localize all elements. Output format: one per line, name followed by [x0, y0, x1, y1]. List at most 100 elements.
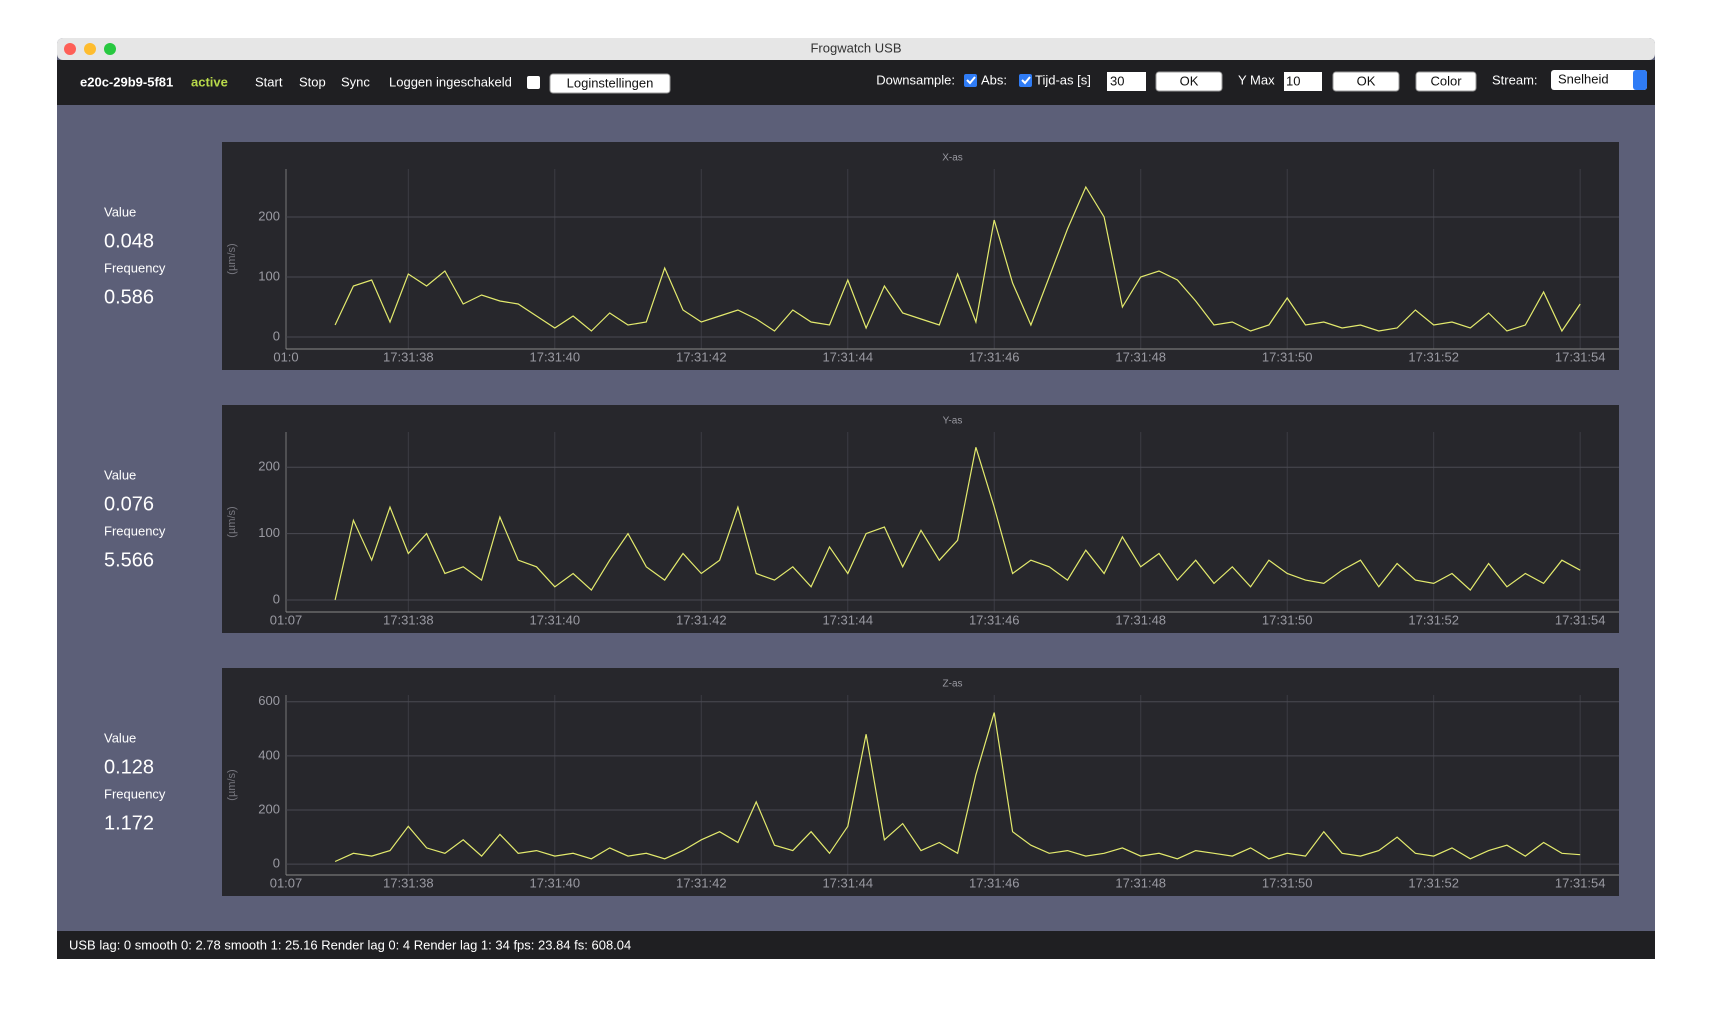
x-tick-label: 17:31:48: [1115, 612, 1166, 627]
toolbar: [57, 60, 1655, 105]
close-button[interactable]: [64, 43, 76, 55]
y-tick-label: 200: [258, 801, 280, 816]
value-label: Value: [104, 204, 136, 219]
y-tick-label: 0: [273, 328, 280, 343]
ymax-input[interactable]: [1284, 72, 1322, 91]
chart: X-as (µm/s) 01:0 17:31:38 17:31:40 17:31:42 17…: [222, 142, 1619, 370]
x-tick-label: 17:31:38: [383, 875, 434, 890]
x-tick-label: 01:07: [270, 612, 303, 627]
value-label: Value: [104, 730, 136, 745]
chart-background: [222, 142, 1619, 370]
x-tick-label: 17:31:52: [1408, 349, 1459, 364]
data-line: [334, 447, 1581, 601]
status-text: USB lag: 0 smooth 0: 2.78 smooth 1: 25.1…: [69, 937, 631, 952]
log-settings-button[interactable]: [549, 73, 671, 94]
value-label: Value: [104, 467, 136, 482]
minimize-button[interactable]: [84, 43, 96, 55]
y-tick-label: 100: [258, 525, 280, 540]
x-tick-label: 17:31:46: [969, 349, 1020, 364]
x-tick-label: 17:31:42: [676, 612, 727, 627]
y-tick-label: 0: [273, 856, 280, 871]
y-tick-label: 600: [258, 693, 280, 708]
x-tick-label: 17:31:46: [969, 612, 1020, 627]
chart-title: Y-as: [943, 416, 963, 427]
x-tick-label: 17:31:50: [1262, 612, 1313, 627]
x-tick-label: 17:31:40: [529, 612, 580, 627]
chart-title: Z-as: [943, 679, 963, 690]
value: 0.076: [104, 493, 154, 515]
ok-button[interactable]: [1332, 71, 1400, 92]
x-tick-label: 17:31:40: [529, 349, 580, 364]
time-input-value: 30: [1110, 73, 1124, 88]
frequency-label: Frequency: [104, 523, 166, 538]
window-title: Frogwatch USB: [810, 40, 901, 55]
x-tick-label: 17:31:42: [676, 875, 727, 890]
time-axis-checkbox[interactable]: [1019, 74, 1032, 87]
abs-label: Abs:: [981, 72, 1007, 87]
frequency: 5.566: [104, 549, 154, 571]
y-tick-label: 100: [258, 268, 280, 283]
x-tick-label: 17:31:52: [1408, 612, 1459, 627]
logging-label: Loggen ingeschakeld: [389, 74, 512, 89]
frequency: 1.172: [104, 812, 154, 834]
x-tick-label: 01:0: [273, 349, 298, 364]
value: 0.048: [104, 230, 154, 252]
y-axis-label: (µm/s): [226, 506, 238, 537]
x-tick-label: 17:31:46: [969, 875, 1020, 890]
start-button[interactable]: Start: [255, 74, 283, 89]
y-tick-label: 400: [258, 747, 280, 762]
chart: Z-as (µm/s) 01:07 17:31:38 17:31:40 17:31:42 1…: [222, 668, 1619, 896]
time-axis-label: Tijd-as [s]: [1035, 72, 1091, 87]
stream-select[interactable]: [1551, 70, 1647, 90]
y-tick-label: 200: [258, 459, 280, 474]
chart-background: [222, 405, 1619, 633]
check: [966, 76, 976, 85]
y-tick-label: 0: [273, 591, 280, 606]
x-tick-label: 17:31:42: [676, 349, 727, 364]
time-input[interactable]: [1107, 72, 1146, 91]
x-tick-label: 17:31:38: [383, 612, 434, 627]
select-arrow: [1633, 70, 1647, 90]
ok-label: OK: [1357, 73, 1376, 88]
zoom-button[interactable]: [104, 43, 116, 55]
chart-background: [222, 668, 1619, 896]
logging-checkbox[interactable]: [527, 76, 540, 89]
status-bar: [57, 931, 1655, 959]
x-tick-label: 17:31:54: [1555, 349, 1606, 364]
x-tick-label: 17:31:54: [1555, 875, 1606, 890]
x-tick-label: 17:31:54: [1555, 612, 1606, 627]
y-axis-label: (µm/s): [226, 769, 238, 800]
x-tick-label: 17:31:48: [1115, 875, 1166, 890]
frequency: 0.586: [104, 286, 154, 308]
x-tick-label: 17:31:44: [822, 349, 873, 364]
ok-label: OK: [1180, 73, 1199, 88]
abs-checkbox[interactable]: [964, 74, 977, 87]
ymax-input-value: 10: [1286, 73, 1300, 88]
ok-button[interactable]: [1155, 71, 1223, 92]
x-tick-label: 17:31:48: [1115, 349, 1166, 364]
x-tick-label: 17:31:44: [822, 612, 873, 627]
ymax-label: Y Max: [1238, 72, 1275, 87]
stop-button[interactable]: Stop: [299, 74, 326, 89]
data-line: [334, 185, 1581, 333]
x-tick-label: 17:31:50: [1262, 875, 1313, 890]
x-tick-label: 01:07: [270, 875, 303, 890]
frequency-label: Frequency: [104, 260, 166, 275]
y-tick-label: 200: [258, 208, 280, 223]
x-tick-label: 17:31:50: [1262, 349, 1313, 364]
frequency-label: Frequency: [104, 786, 166, 801]
color-button[interactable]: [1415, 71, 1477, 92]
data-line: [334, 712, 1581, 863]
x-tick-label: 17:31:52: [1408, 875, 1459, 890]
y-axis-label: (µm/s): [226, 243, 238, 274]
status: active: [191, 74, 228, 89]
downsample-label: Downsample:: [876, 72, 955, 87]
log-settings-label: Loginstellingen: [567, 75, 654, 90]
chart-title: X-as: [942, 153, 963, 164]
color-label: Color: [1430, 73, 1462, 88]
sync-button[interactable]: Sync: [341, 74, 370, 89]
x-tick-label: 17:31:40: [529, 875, 580, 890]
title-bar: [57, 38, 1655, 60]
x-tick-label: 17:31:38: [383, 349, 434, 364]
